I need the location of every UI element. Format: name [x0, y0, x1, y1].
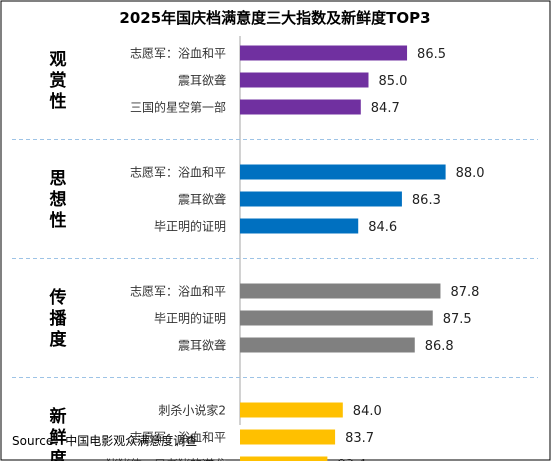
value-label: 87.5	[443, 312, 472, 327]
value-label: 84.0	[353, 404, 382, 419]
value-label: 86.8	[425, 339, 454, 354]
value-label: 84.7	[371, 101, 400, 116]
chart-title: 2025年国庆档满意度三大指数及新鲜度TOP3	[119, 9, 430, 27]
bar	[240, 283, 441, 299]
value-label: 88.0	[456, 166, 485, 181]
value-label: 87.8	[450, 285, 479, 300]
bar-group-2: 志愿军：浴血和平 88.0 震耳欲聋 86.3 毕正明的证明 84.6 思想性	[50, 164, 485, 235]
category-label: 志愿军：浴血和平	[130, 166, 226, 180]
category-label: 志愿军：浴血和平	[130, 431, 226, 445]
value-label: 83.7	[345, 431, 374, 446]
category-label: 震耳欲聋	[178, 73, 226, 88]
category-label: 震耳欲聋	[178, 192, 226, 207]
group-label: 传播度	[49, 287, 68, 350]
category-label: 猪猪侠一只老猪的逆袭	[106, 457, 226, 461]
bar	[240, 337, 415, 353]
category-label: 毕正明的证明	[154, 311, 226, 326]
bar-group-4: 刺杀小说家2 84.0 志愿军：浴血和平 83.7 猪猪侠一只老猪的逆袭 83.4 新鲜度	[50, 402, 382, 461]
source-note: Source：中国电影观众满意度调查	[12, 433, 197, 448]
group-label: 新鲜度	[50, 406, 68, 461]
category-label: 毕正明的证明	[154, 219, 226, 234]
bar	[240, 72, 369, 88]
bar	[240, 164, 446, 180]
bar	[240, 218, 359, 234]
value-label: 86.3	[412, 193, 441, 208]
value-label: 83.4	[337, 458, 366, 461]
category-label: 刺杀小说家2	[158, 403, 226, 418]
bar	[240, 310, 433, 326]
bar	[240, 191, 402, 207]
category-label: 志愿军：浴血和平	[130, 285, 226, 299]
bar	[240, 45, 408, 61]
bar	[240, 99, 361, 115]
bar-group-3: 志愿军：浴血和平 87.8 毕正明的证明 87.5 震耳欲聋 86.8 传播度	[49, 283, 479, 354]
group-label: 观赏性	[49, 50, 67, 112]
value-label: 85.0	[379, 74, 408, 89]
category-label: 震耳欲聋	[178, 338, 226, 353]
bar	[240, 402, 343, 418]
bar-group-1: 志愿军：浴血和平 86.5 震耳欲聋 85.0 三国的星空第一部 84.7 观赏性	[49, 45, 446, 116]
value-label: 84.6	[368, 220, 397, 235]
bar	[240, 429, 336, 445]
category-label: 志愿军：浴血和平	[130, 47, 226, 61]
value-label: 86.5	[417, 47, 446, 62]
group-label: 思想性	[50, 169, 67, 231]
category-label: 三国的星空第一部	[130, 100, 226, 115]
bar	[240, 456, 328, 461]
